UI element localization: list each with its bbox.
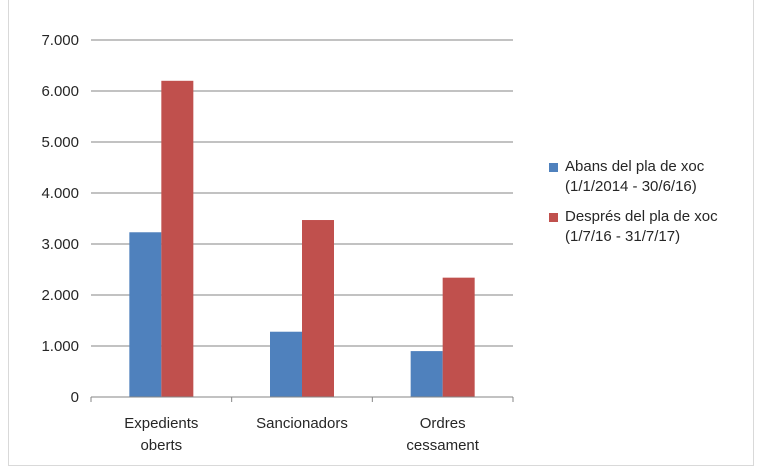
category-label: Ordres cessament xyxy=(406,415,479,454)
y-tick-label: 7.000 xyxy=(41,32,79,49)
y-tick-label: 1.000 xyxy=(41,338,79,355)
legend-item-before: Abans del pla de xoc (1/1/2014 - 30/6/16… xyxy=(549,157,763,197)
bar-before xyxy=(410,351,443,397)
y-tick-label: 0 xyxy=(71,389,79,406)
bar-after xyxy=(442,277,475,397)
bar-chart: 0 1.000 2.000 3.000 4.000 5.000 6.000 7.000 Exp… xyxy=(41,32,514,454)
legend-label-before-line1: Abans del pla de xoc xyxy=(565,158,705,175)
legend-swatch-after xyxy=(549,213,558,222)
y-tick-label: 6.000 xyxy=(41,83,79,100)
legend-item-after: Després del pla de xoc (1/7/16 - 31/7/17… xyxy=(549,207,763,247)
y-tick-label: 5.000 xyxy=(41,134,79,151)
category-labels: Expedients oberts Sancionadors Ordres cessam… xyxy=(124,415,480,454)
y-tick-label: 4.000 xyxy=(41,185,79,202)
y-axis-ticks: 0 1.000 2.000 3.000 4.000 5.000 6.000 7.000 xyxy=(41,32,79,406)
legend-label-before-line2: (1/1/2014 - 30/6/16) xyxy=(565,178,697,195)
category-label: Expedients oberts xyxy=(124,415,198,454)
legend-swatch-before xyxy=(549,163,558,172)
chart-frame: 0 1.000 2.000 3.000 4.000 5.000 6.000 7.000 Exp… xyxy=(8,0,754,466)
bar-before xyxy=(270,331,302,397)
legend-label-after-line1: Després del pla de xoc xyxy=(565,208,718,225)
bar-after xyxy=(302,220,334,397)
category-label: Sancionadors xyxy=(256,415,348,432)
bars xyxy=(129,80,475,398)
bar-before xyxy=(129,232,162,397)
legend: Abans del pla de xoc (1/1/2014 - 30/6/16… xyxy=(549,157,763,257)
bar-after xyxy=(161,80,194,398)
y-tick-label: 3.000 xyxy=(41,236,79,253)
x-axis-ticks xyxy=(90,397,514,402)
legend-label-after-line2: (1/7/16 - 31/7/17) xyxy=(565,228,681,245)
y-tick-label: 2.000 xyxy=(41,287,79,304)
